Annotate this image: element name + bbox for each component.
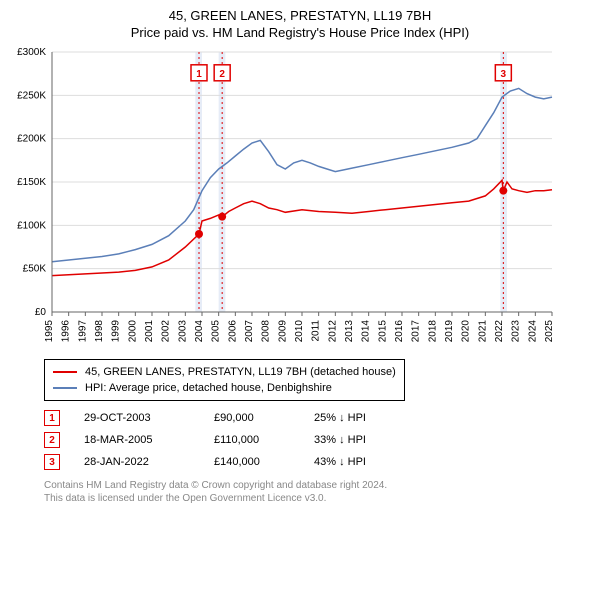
svg-text:2003: 2003 [177,320,188,343]
svg-text:1995: 1995 [44,320,55,343]
svg-text:£150K: £150K [17,177,46,188]
legend-row: HPI: Average price, detached house, Denb… [53,380,396,396]
svg-text:1998: 1998 [94,320,105,343]
svg-text:2005: 2005 [211,320,222,343]
sale-date: 28-JAN-2022 [84,456,214,468]
sale-marker-box: 3 [44,454,60,470]
svg-text:1996: 1996 [61,320,72,343]
svg-text:2021: 2021 [477,320,488,343]
legend: 45, GREEN LANES, PRESTATYN, LL19 7BH (de… [44,359,405,401]
price-chart: £0 £50K £100K £150K £200K £250K £300K 1995 1996 1… [8,46,592,351]
svg-text:2016: 2016 [394,320,405,343]
sale-marker-box: 1 [44,410,60,426]
svg-text:2002: 2002 [161,320,172,343]
svg-text:2025: 2025 [544,320,555,343]
legend-row: 45, GREEN LANES, PRESTATYN, LL19 7BH (de… [53,364,396,380]
footer-attribution: Contains HM Land Registry data © Crown c… [44,479,592,505]
legend-swatch [53,387,77,389]
svg-text:2020: 2020 [461,320,472,343]
sale-row: 2 18-MAR-2005£110,00033% ↓ HPI [44,429,592,451]
svg-text:2022: 2022 [494,320,505,343]
svg-text:2011: 2011 [311,320,322,342]
sale-price: £90,000 [214,412,314,424]
svg-text:£0: £0 [35,307,47,318]
sale-date: 29-OCT-2003 [84,412,214,424]
svg-text:£200K: £200K [17,134,46,145]
svg-text:£250K: £250K [17,90,46,101]
page-subtitle: Price paid vs. HM Land Registry's House … [8,25,592,40]
svg-text:2004: 2004 [194,320,205,343]
svg-text:1997: 1997 [77,320,88,343]
svg-text:2006: 2006 [227,320,238,343]
footer-line-1: Contains HM Land Registry data © Crown c… [44,479,592,492]
svg-text:2024: 2024 [527,320,538,343]
svg-text:2023: 2023 [511,320,522,343]
svg-text:2013: 2013 [344,320,355,343]
svg-text:2012: 2012 [327,320,338,343]
sale-price: £140,000 [214,456,314,468]
legend-label: HPI: Average price, detached house, Denb… [85,382,332,394]
legend-swatch [53,371,77,373]
sale-pct: 43% ↓ HPI [314,456,414,468]
page-title: 45, GREEN LANES, PRESTATYN, LL19 7BH [8,8,592,23]
svg-text:2000: 2000 [127,320,138,343]
footer-line-2: This data is licensed under the Open Gov… [44,492,592,505]
sale-price: £110,000 [214,434,314,446]
sale-marker-box: 2 [44,432,60,448]
sale-row: 3 28-JAN-2022£140,00043% ↓ HPI [44,451,592,473]
svg-text:2015: 2015 [377,320,388,343]
svg-text:2010: 2010 [294,320,305,343]
svg-text:2014: 2014 [361,320,372,343]
sale-date: 18-MAR-2005 [84,434,214,446]
svg-text:1: 1 [196,69,202,80]
svg-text:1999: 1999 [111,320,122,343]
svg-text:2019: 2019 [444,320,455,343]
svg-text:2018: 2018 [427,320,438,343]
svg-text:2007: 2007 [244,320,255,343]
svg-text:2001: 2001 [144,320,155,343]
sales-table: 1 29-OCT-2003£90,00025% ↓ HPI 2 18-MAR-2005… [44,407,592,473]
legend-label: 45, GREEN LANES, PRESTATYN, LL19 7BH (de… [85,366,396,378]
svg-text:2008: 2008 [261,320,272,343]
svg-text:2009: 2009 [277,320,288,343]
chart-svg: £0 £50K £100K £150K £200K £250K £300K 1995 1996 1… [8,46,556,346]
sale-pct: 25% ↓ HPI [314,412,414,424]
svg-text:£300K: £300K [17,47,46,58]
svg-text:£100K: £100K [17,220,46,231]
svg-text:2: 2 [219,69,225,80]
svg-text:2017: 2017 [411,320,422,343]
svg-text:3: 3 [501,69,507,80]
sale-pct: 33% ↓ HPI [314,434,414,446]
sale-row: 1 29-OCT-2003£90,00025% ↓ HPI [44,407,592,429]
svg-text:£50K: £50K [23,264,47,275]
